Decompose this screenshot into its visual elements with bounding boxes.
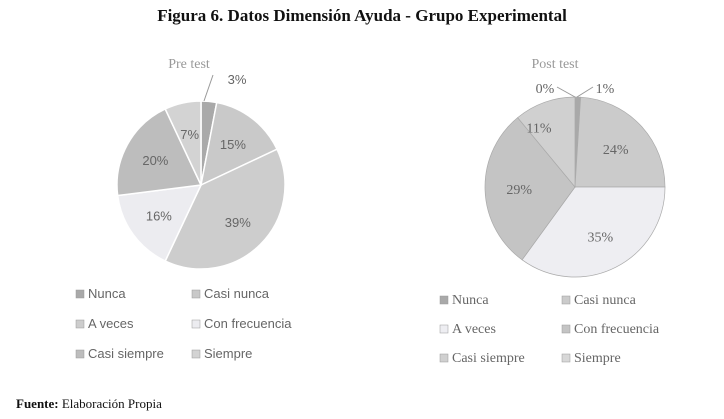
data-label: 24% xyxy=(603,143,629,158)
legend-swatch xyxy=(191,319,201,329)
leader-line xyxy=(203,74,214,102)
pie-slice xyxy=(484,117,576,261)
legend-swatch xyxy=(75,319,85,329)
source-label: Fuente: xyxy=(16,396,59,411)
legend-label: Siempre xyxy=(574,351,621,366)
chart-title: Pre test xyxy=(168,57,210,72)
pie-slice xyxy=(574,96,666,188)
legend-label: Nunca xyxy=(452,293,489,308)
legend-label: Casi siempre xyxy=(452,351,525,366)
legend-label: A veces xyxy=(452,322,496,337)
data-label: 7% xyxy=(180,127,199,142)
data-label: 3% xyxy=(228,72,247,87)
legend-swatch xyxy=(439,324,449,334)
legend-label: Siempre xyxy=(204,346,252,361)
figure-title: Figura 6. Datos Dimensión Ayuda - Grupo … xyxy=(157,6,567,25)
data-label: 39% xyxy=(225,215,251,230)
data-label: 29% xyxy=(506,183,532,198)
legend-swatch xyxy=(75,349,85,359)
pie-slice xyxy=(199,101,279,187)
pie-slice xyxy=(164,100,202,186)
legend-swatch xyxy=(561,324,571,334)
pie-slice xyxy=(116,107,203,197)
source-text: Elaboración Propia xyxy=(61,396,162,411)
legend-swatch xyxy=(439,353,449,363)
data-label: 20% xyxy=(142,153,168,168)
leader-line xyxy=(576,86,594,98)
pie-slice xyxy=(116,184,203,263)
data-label: 11% xyxy=(526,122,551,137)
leader-line xyxy=(556,86,576,98)
legend-swatch xyxy=(191,289,201,299)
data-label: 35% xyxy=(587,231,613,246)
source-note: Fuente: Elaboración Propia xyxy=(16,396,162,412)
legend-label: Casi nunca xyxy=(574,293,637,308)
legend-label: Casi siempre xyxy=(88,346,164,361)
legend-swatch xyxy=(561,295,571,305)
legend-label: Casi nunca xyxy=(204,286,270,301)
data-label: 15% xyxy=(220,137,246,152)
legend-swatch xyxy=(439,295,449,305)
chart-title: Post test xyxy=(531,57,578,72)
data-label: 0% xyxy=(536,82,555,97)
pie-slice xyxy=(164,148,286,270)
legend-swatch xyxy=(75,289,85,299)
legend-label: Con frecuencia xyxy=(204,316,292,331)
pie-slice xyxy=(521,186,666,278)
legend-swatch xyxy=(191,349,201,359)
legend-label: Nunca xyxy=(88,286,126,301)
legend-swatch xyxy=(561,353,571,363)
legend-label: Con frecuencia xyxy=(574,322,660,337)
data-label: 16% xyxy=(146,209,172,224)
legend-label: A veces xyxy=(88,316,134,331)
data-label: 1% xyxy=(596,82,615,97)
